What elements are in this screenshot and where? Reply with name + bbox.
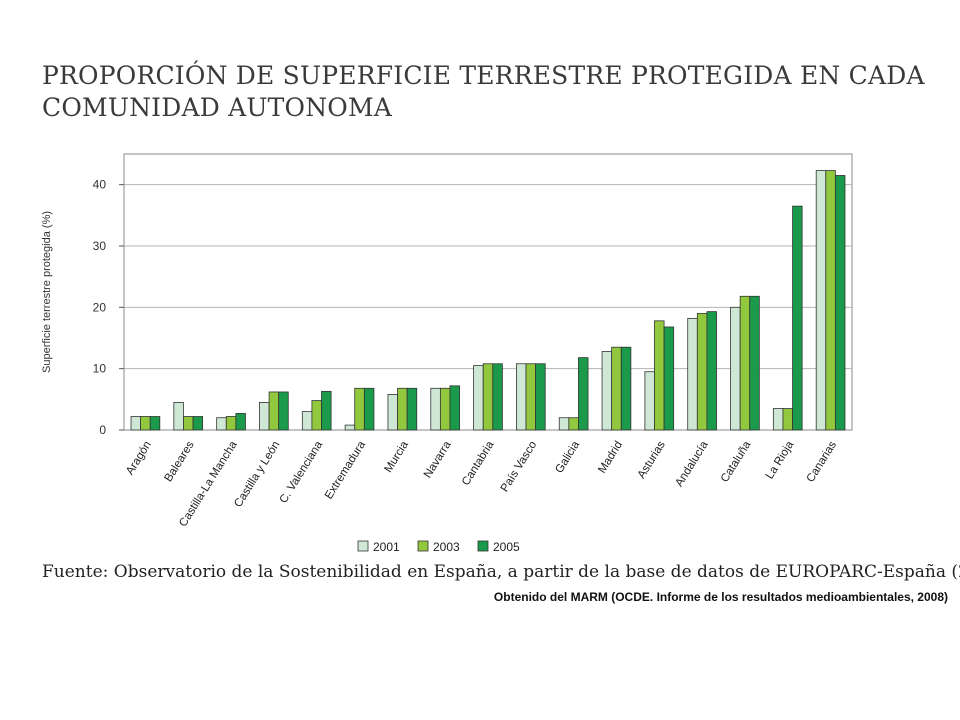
bar <box>739 295 751 431</box>
y-axis-label: Superficie terrestre protegida (%) <box>41 211 53 373</box>
bar <box>558 417 570 431</box>
bar <box>268 391 280 431</box>
x-tick-label: Baleares <box>163 439 197 484</box>
x-tick-label: Asturias <box>636 439 668 481</box>
bar <box>516 363 527 431</box>
bar <box>473 365 484 431</box>
source-caption: Fuente: Observatorio de la Sostenibilida… <box>42 562 960 582</box>
bar <box>749 295 760 431</box>
bar <box>815 170 827 431</box>
y-tick-label: 0 <box>99 423 106 437</box>
bar <box>397 387 408 431</box>
title-line-1: PROPORCIÓN DE SUPERFICIE TERRESTRE PROTE… <box>42 61 925 90</box>
bar-chart: 0 10 20 30 40 Superficie terrestre protegida … <box>41 153 853 554</box>
bar <box>449 385 460 431</box>
bar <box>430 387 441 431</box>
bar <box>687 317 698 431</box>
bar <box>216 417 227 431</box>
bar <box>525 363 537 431</box>
x-tick-label: C. Valenciana <box>278 439 326 506</box>
y-tick-label: 20 <box>93 300 107 314</box>
bar <box>601 351 613 431</box>
page-title: PROPORCIÓN DE SUPERFICIE TERRESTRE PROTE… <box>42 60 942 124</box>
bar <box>278 391 289 431</box>
x-tick-label: Aragón <box>124 439 154 477</box>
note-caption: Obtenido del MARM (OCDE. Informe de los … <box>493 590 948 604</box>
bar <box>620 346 632 431</box>
x-tick-label: Cantabria <box>460 439 497 488</box>
title-line-2: COMUNIDAD AUTONOMA <box>42 93 393 122</box>
bar <box>578 357 589 431</box>
bar <box>140 416 151 431</box>
bar <box>782 408 793 431</box>
bar <box>321 390 332 431</box>
x-tick-label: Extremadura <box>323 439 368 502</box>
bar <box>439 387 451 431</box>
bar <box>301 411 313 431</box>
bar <box>611 346 622 431</box>
bar <box>654 320 665 431</box>
bar <box>644 371 655 431</box>
x-tick-label: Navarra <box>422 439 454 481</box>
bar <box>535 363 546 431</box>
bar <box>149 416 161 431</box>
bar <box>183 416 194 431</box>
bar <box>492 363 503 431</box>
bar <box>192 416 204 431</box>
bar <box>792 205 803 431</box>
bar <box>834 175 846 431</box>
bar <box>730 306 741 431</box>
bar <box>354 387 365 431</box>
bar <box>772 408 784 431</box>
y-tick-label: 40 <box>93 178 107 192</box>
bar <box>387 394 398 431</box>
legend-label: 2005 <box>493 540 520 554</box>
legend-label: 2001 <box>373 540 400 554</box>
x-tick-label: Galicia <box>553 439 582 476</box>
legend-swatch <box>477 540 489 552</box>
x-tick-label: Madrid <box>596 439 625 475</box>
bar <box>696 313 708 431</box>
x-tick-label: Cataluña <box>719 439 754 485</box>
x-tick-label: Canarias <box>805 439 840 485</box>
bar <box>363 387 375 431</box>
bar <box>568 417 579 431</box>
bar <box>706 311 717 431</box>
y-tick-label: 30 <box>93 239 107 253</box>
x-tick-label: La Rioja <box>764 439 797 482</box>
bar <box>406 387 418 431</box>
legend-swatch <box>357 540 369 552</box>
x-tick-label: Murcia <box>382 439 411 475</box>
x-tick-label: Andalucía <box>673 439 711 489</box>
x-tick-label: Castilla y León <box>232 439 282 509</box>
legend-swatch <box>417 540 429 552</box>
bar <box>825 170 836 431</box>
bar <box>259 401 270 431</box>
legend-label: 2003 <box>433 540 460 554</box>
bar <box>225 416 237 431</box>
bar <box>311 400 322 431</box>
bar <box>482 363 494 431</box>
bar <box>235 413 246 431</box>
bar <box>173 401 184 431</box>
bar <box>130 416 142 431</box>
x-tick-label: País Vasco <box>499 439 540 494</box>
bar <box>663 326 675 431</box>
bar <box>344 424 356 431</box>
y-tick-label: 10 <box>93 362 107 376</box>
